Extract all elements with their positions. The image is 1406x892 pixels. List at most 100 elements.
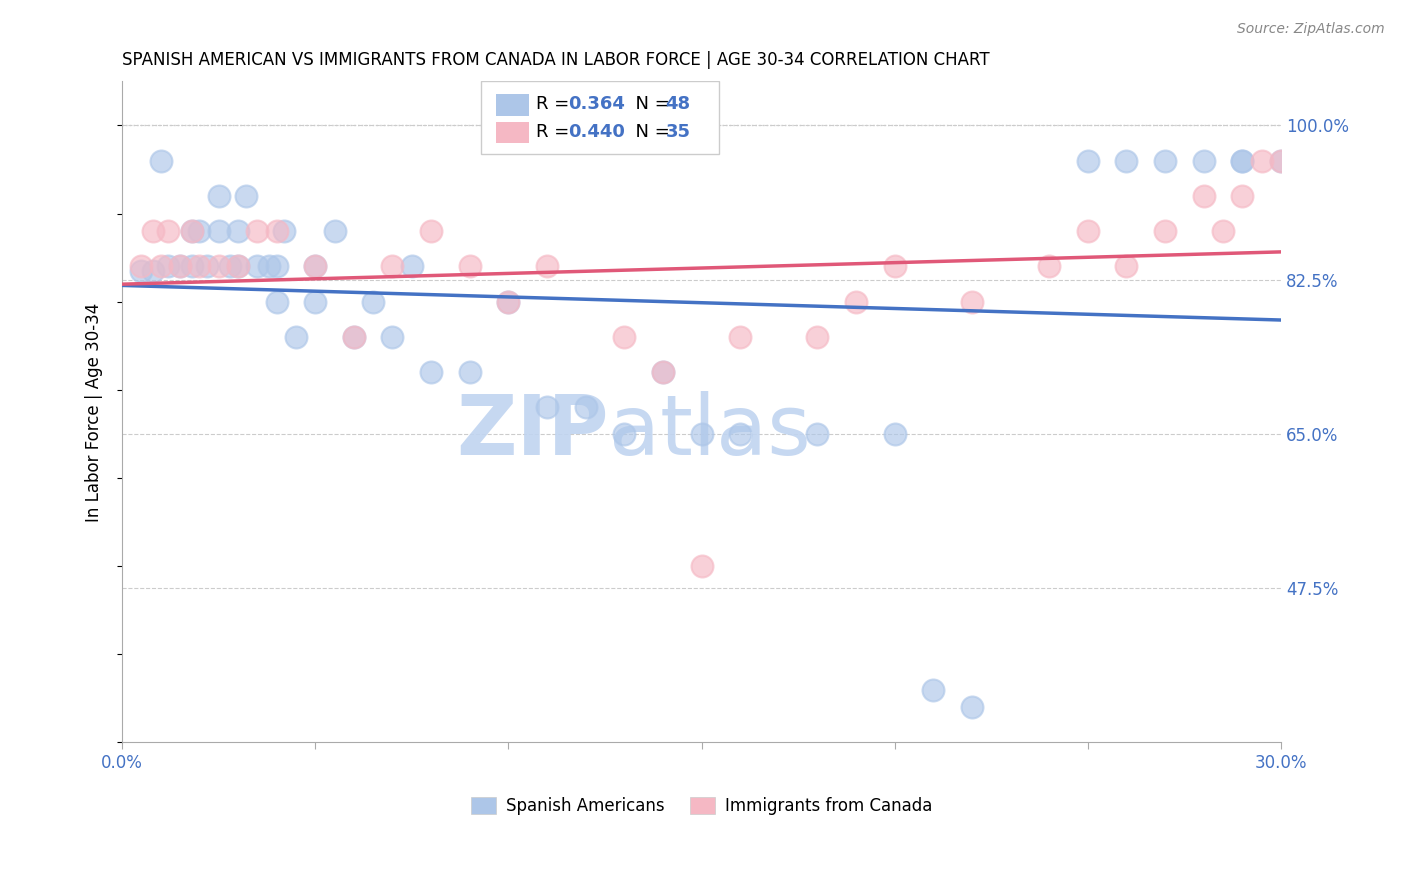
- Text: 35: 35: [665, 123, 690, 141]
- Point: [188, 260, 211, 274]
- Point: [1232, 153, 1254, 168]
- Point: [651, 365, 673, 379]
- Point: [361, 294, 384, 309]
- Point: [498, 294, 520, 309]
- Point: [690, 426, 713, 441]
- FancyBboxPatch shape: [496, 121, 529, 144]
- Point: [960, 700, 983, 714]
- Text: 48: 48: [665, 95, 690, 113]
- Point: [169, 260, 191, 274]
- Point: [1154, 224, 1177, 238]
- Point: [458, 260, 481, 274]
- Point: [226, 260, 249, 274]
- Point: [219, 260, 242, 274]
- Point: [142, 224, 165, 238]
- Point: [257, 260, 280, 274]
- Point: [157, 224, 180, 238]
- Point: [1232, 189, 1254, 203]
- Point: [343, 330, 366, 344]
- Point: [1115, 260, 1137, 274]
- Point: [1038, 260, 1060, 274]
- Point: [806, 426, 828, 441]
- Point: [1077, 224, 1099, 238]
- Point: [922, 682, 945, 697]
- Point: [304, 294, 326, 309]
- Point: [323, 224, 346, 238]
- Point: [420, 224, 443, 238]
- Text: R =: R =: [536, 123, 575, 141]
- Point: [195, 260, 218, 274]
- Point: [207, 189, 229, 203]
- Point: [273, 224, 295, 238]
- Point: [1154, 153, 1177, 168]
- Point: [131, 264, 153, 278]
- Text: SPANISH AMERICAN VS IMMIGRANTS FROM CANADA IN LABOR FORCE | AGE 30-34 CORRELATIO: SPANISH AMERICAN VS IMMIGRANTS FROM CANA…: [122, 51, 990, 69]
- Point: [149, 153, 172, 168]
- Point: [226, 224, 249, 238]
- Point: [284, 330, 307, 344]
- Y-axis label: In Labor Force | Age 30-34: In Labor Force | Age 30-34: [86, 302, 103, 522]
- Point: [381, 260, 404, 274]
- Text: R =: R =: [536, 95, 575, 113]
- Point: [266, 294, 288, 309]
- Point: [142, 264, 165, 278]
- Point: [960, 294, 983, 309]
- Text: Source: ZipAtlas.com: Source: ZipAtlas.com: [1237, 22, 1385, 37]
- Point: [188, 224, 211, 238]
- Point: [1232, 153, 1254, 168]
- Point: [845, 294, 868, 309]
- Point: [613, 330, 636, 344]
- Point: [613, 426, 636, 441]
- Point: [149, 260, 172, 274]
- Point: [304, 260, 326, 274]
- Point: [728, 426, 751, 441]
- Point: [806, 330, 828, 344]
- Point: [381, 330, 404, 344]
- Point: [728, 330, 751, 344]
- Text: N =: N =: [624, 123, 675, 141]
- Point: [207, 224, 229, 238]
- Point: [131, 260, 153, 274]
- Point: [420, 365, 443, 379]
- Point: [883, 426, 905, 441]
- Point: [343, 330, 366, 344]
- Point: [575, 401, 598, 415]
- Point: [1077, 153, 1099, 168]
- Point: [690, 559, 713, 574]
- Point: [226, 260, 249, 274]
- Point: [458, 365, 481, 379]
- Point: [498, 294, 520, 309]
- Point: [1115, 153, 1137, 168]
- Point: [157, 260, 180, 274]
- Point: [266, 224, 288, 238]
- Point: [1270, 153, 1292, 168]
- Point: [1192, 153, 1215, 168]
- Point: [1270, 153, 1292, 168]
- Point: [536, 260, 558, 274]
- Point: [246, 260, 269, 274]
- Legend: Spanish Americans, Immigrants from Canada: Spanish Americans, Immigrants from Canad…: [464, 790, 939, 822]
- Point: [1250, 153, 1272, 168]
- Text: 0.364: 0.364: [568, 95, 626, 113]
- Point: [207, 260, 229, 274]
- Point: [304, 260, 326, 274]
- Point: [883, 260, 905, 274]
- FancyBboxPatch shape: [496, 94, 529, 116]
- Point: [246, 224, 269, 238]
- Text: 0.440: 0.440: [568, 123, 626, 141]
- FancyBboxPatch shape: [481, 81, 718, 154]
- Point: [1212, 224, 1234, 238]
- Text: N =: N =: [624, 95, 675, 113]
- Point: [651, 365, 673, 379]
- Text: ZIP: ZIP: [457, 392, 609, 472]
- Point: [536, 401, 558, 415]
- Point: [235, 189, 257, 203]
- Point: [180, 224, 202, 238]
- Point: [266, 260, 288, 274]
- Point: [180, 224, 202, 238]
- Point: [169, 260, 191, 274]
- Point: [180, 260, 202, 274]
- Text: atlas: atlas: [609, 392, 810, 472]
- Point: [401, 260, 423, 274]
- Point: [1192, 189, 1215, 203]
